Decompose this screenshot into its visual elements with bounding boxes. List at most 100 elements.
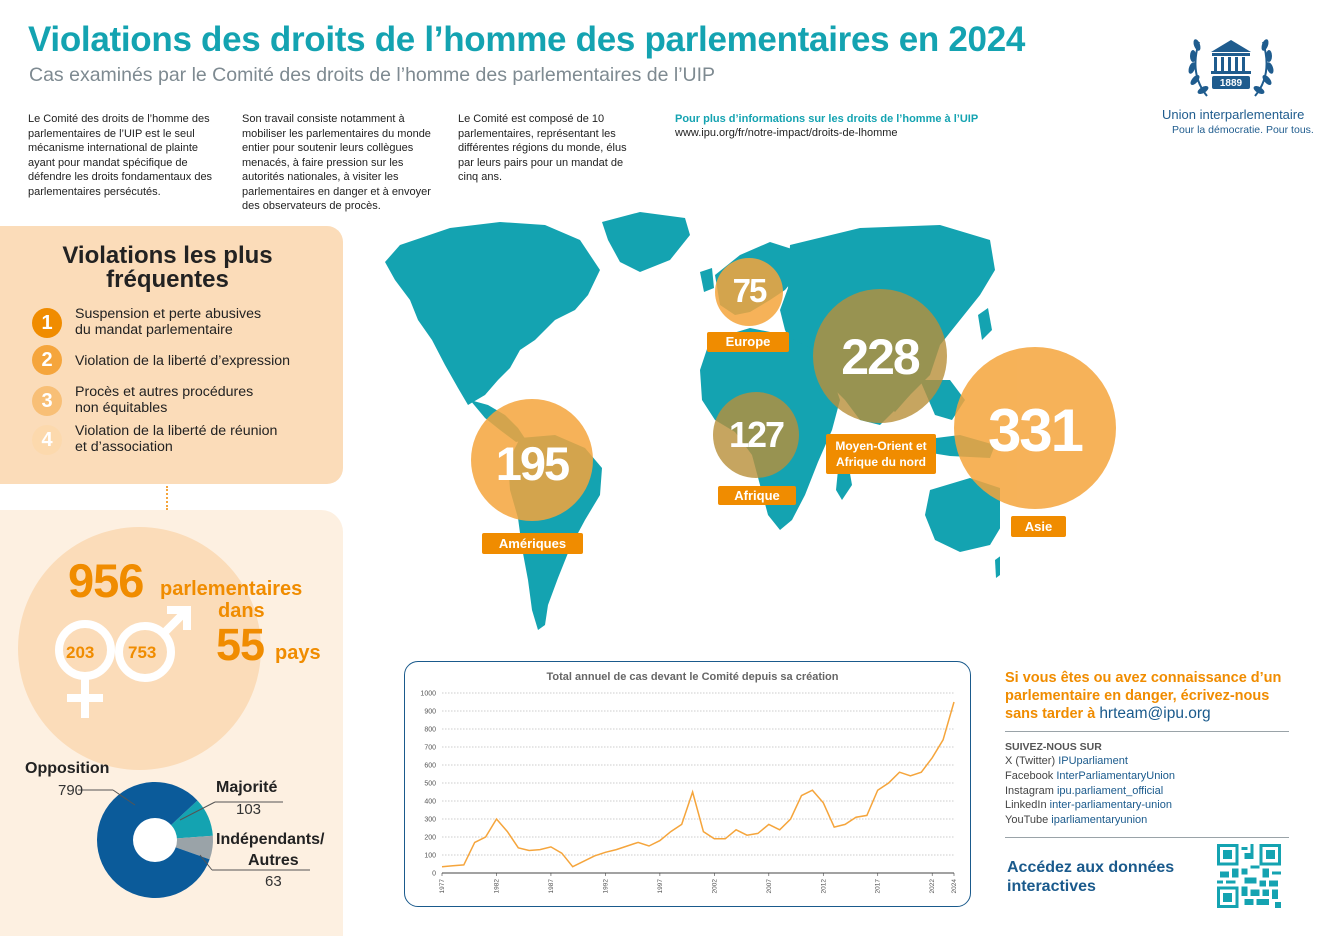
chart-title: Total annuel de cas devant le Comité dep… xyxy=(546,671,839,683)
opposition-value: 790 xyxy=(58,782,84,799)
countries-label: pays xyxy=(275,642,321,664)
social-linkedin-handle[interactable]: inter-parliamentary-union xyxy=(1049,799,1172,811)
intro-col-2: Son travail consiste notamment à mobilis… xyxy=(242,113,431,212)
intro-col-3: Le Comité est composé de 10 parlementair… xyxy=(458,113,627,183)
follow-heading: SUIVEZ-NOUS SUR xyxy=(1005,741,1102,753)
majority-label: Majorité xyxy=(216,779,278,796)
chart-y-tick-label: 100 xyxy=(424,853,436,860)
violations-title: Violations les plus fréquentes xyxy=(0,244,335,292)
divider-top xyxy=(1005,731,1289,732)
women-count: 203 xyxy=(66,643,95,662)
ipu-logo: 1889 xyxy=(1188,39,1274,97)
divider-bottom xyxy=(1005,837,1289,838)
logo-tagline: Pour la démocratie. Pour tous. xyxy=(1172,124,1314,136)
chart-x-tick-label: 2012 xyxy=(820,879,827,894)
affiliation-donut xyxy=(96,782,213,898)
intro-col-1: Le Comité des droits de l’homme des parl… xyxy=(28,113,213,198)
chart-x-tick-label: 1977 xyxy=(439,879,446,894)
chart-series-line xyxy=(441,701,955,868)
total-label: parlementaires xyxy=(160,578,303,600)
social-instagram-platform: Instagram xyxy=(1005,785,1054,797)
chart-x-tick-label: 1992 xyxy=(602,879,609,894)
social-youtube-handle[interactable]: iparliamentaryunion xyxy=(1051,814,1148,826)
chart-y-tick-label: 1000 xyxy=(420,691,436,698)
bubble-afrique xyxy=(713,392,799,478)
europe-count: 75 xyxy=(732,272,768,309)
ameriques-count: 195 xyxy=(495,437,570,490)
chart-x-tick-label: 1982 xyxy=(493,879,500,894)
opposition-label: Opposition xyxy=(25,760,110,777)
social-instagram-handle[interactable]: ipu.parliament_official xyxy=(1056,785,1164,797)
total-parliamentarians: 956 xyxy=(68,554,144,607)
cta-line1: Si vous êtes ou avez connaissance d’un xyxy=(1005,670,1282,686)
violation-1-line2: du mandat parlementaire xyxy=(75,322,233,338)
dans-label: dans xyxy=(218,600,265,622)
logo-year: 1889 xyxy=(1220,78,1243,89)
gender-symbols xyxy=(55,606,191,718)
asie-count: 331 xyxy=(987,397,1084,464)
countries-count: 55 xyxy=(216,619,265,670)
bubble-asie xyxy=(954,347,1116,509)
violation-1-line1: Suspension et perte abusives xyxy=(75,306,262,322)
social-x-handle[interactable]: IPUparliament xyxy=(1058,755,1128,767)
chart-y-tick-label: 0 xyxy=(432,871,436,878)
independent-label-line1: Indépendants/ xyxy=(216,831,325,848)
chart-y-tick-label: 700 xyxy=(424,745,436,752)
page-subtitle: Cas examinés par le Comité des droits de… xyxy=(29,64,716,86)
social-x[interactable]: X (Twitter) IPUparliament xyxy=(1005,755,1128,767)
chart-y-tick-label: 800 xyxy=(424,727,436,734)
violation-item-4: Violation de la liberté de réunion et d’… xyxy=(75,423,325,455)
chart-y-tick-label: 200 xyxy=(424,835,436,842)
chart-x-tick-label: 2022 xyxy=(929,879,936,894)
social-facebook-handle[interactable]: InterParliamentaryUnion xyxy=(1056,770,1175,782)
annual-cases-chart: 0 100 200 300 400 500 600 700 800 900 1000 1977 198… xyxy=(420,691,958,894)
social-linkedin[interactable]: LinkedIn inter-parliamentary-union xyxy=(1005,799,1172,811)
bubble-europe xyxy=(715,258,783,326)
qr-code-icon[interactable] xyxy=(1217,844,1281,908)
cta-line3: sans tarder à xyxy=(1005,706,1096,722)
violation-item-1: Suspension et perte abusives du mandat p… xyxy=(75,306,325,338)
social-facebook-platform: Facebook xyxy=(1005,770,1054,782)
social-x-platform: X (Twitter) xyxy=(1005,755,1056,767)
violation-number-4: 4 xyxy=(32,425,62,455)
social-facebook[interactable]: Facebook InterParliamentaryUnion xyxy=(1005,770,1175,782)
europe-label: Europe xyxy=(707,332,789,352)
social-youtube[interactable]: YouTube iparliamentaryunion xyxy=(1005,814,1147,826)
logo-name: Union interparlementaire xyxy=(1162,107,1305,122)
chart-frame xyxy=(404,661,971,907)
chart-x-tick-label: 2024 xyxy=(951,879,958,894)
access-line1: Accédez aux données xyxy=(1007,859,1175,876)
bubble-ameriques xyxy=(471,399,593,521)
violation-number-1: 1 xyxy=(32,308,62,338)
chart-x-tick-label: 1997 xyxy=(657,879,664,894)
violation-4-line1: Violation de la liberté de réunion xyxy=(75,423,278,439)
violation-4-line2: et d’association xyxy=(75,439,173,455)
afrique-label: Afrique xyxy=(718,486,796,505)
violation-item-2: Violation de la liberté d’expression xyxy=(75,353,325,369)
panel-connector xyxy=(166,486,168,510)
interactive-data-link[interactable]: Accédez aux données interactives xyxy=(1007,858,1207,896)
violation-2-line1: Violation de la liberté d’expression xyxy=(75,353,291,369)
contact-email[interactable]: hrteam@ipu.org xyxy=(1099,705,1211,722)
cta-line2: parlementaire en danger, écrivez-nous xyxy=(1005,688,1270,704)
chart-y-tick-label: 400 xyxy=(424,799,436,806)
mena-label: Moyen-Orient et Afrique du nord xyxy=(826,434,936,474)
chart-x-tick-label: 2017 xyxy=(875,879,882,894)
chart-x-tick-label: 2002 xyxy=(711,879,718,894)
mena-label-line2: Afrique du nord xyxy=(836,455,926,469)
violation-3-line1: Procès et autres procédures xyxy=(75,384,254,400)
violation-item-3: Procès et autres procédures non équitabl… xyxy=(75,384,325,416)
violation-number-2: 2 xyxy=(32,345,62,375)
violations-title-line1: Violations les plus xyxy=(62,242,273,269)
chart-y-tick-label: 500 xyxy=(424,781,436,788)
bubble-mena xyxy=(813,289,947,423)
info-link[interactable]: www.ipu.org/fr/notre-impact/droits-de-lh… xyxy=(675,127,898,139)
independent-label-line2: Autres xyxy=(248,852,299,869)
chart-y-tick-label: 300 xyxy=(424,817,436,824)
chart-x-tick-label: 1987 xyxy=(548,879,555,894)
info-label: Pour plus d’informations sur les droits … xyxy=(675,113,979,125)
violations-title-line2: fréquentes xyxy=(106,266,229,293)
mena-label-line1: Moyen-Orient et xyxy=(835,439,927,453)
social-instagram[interactable]: Instagram ipu.parliament_official xyxy=(1005,785,1163,797)
